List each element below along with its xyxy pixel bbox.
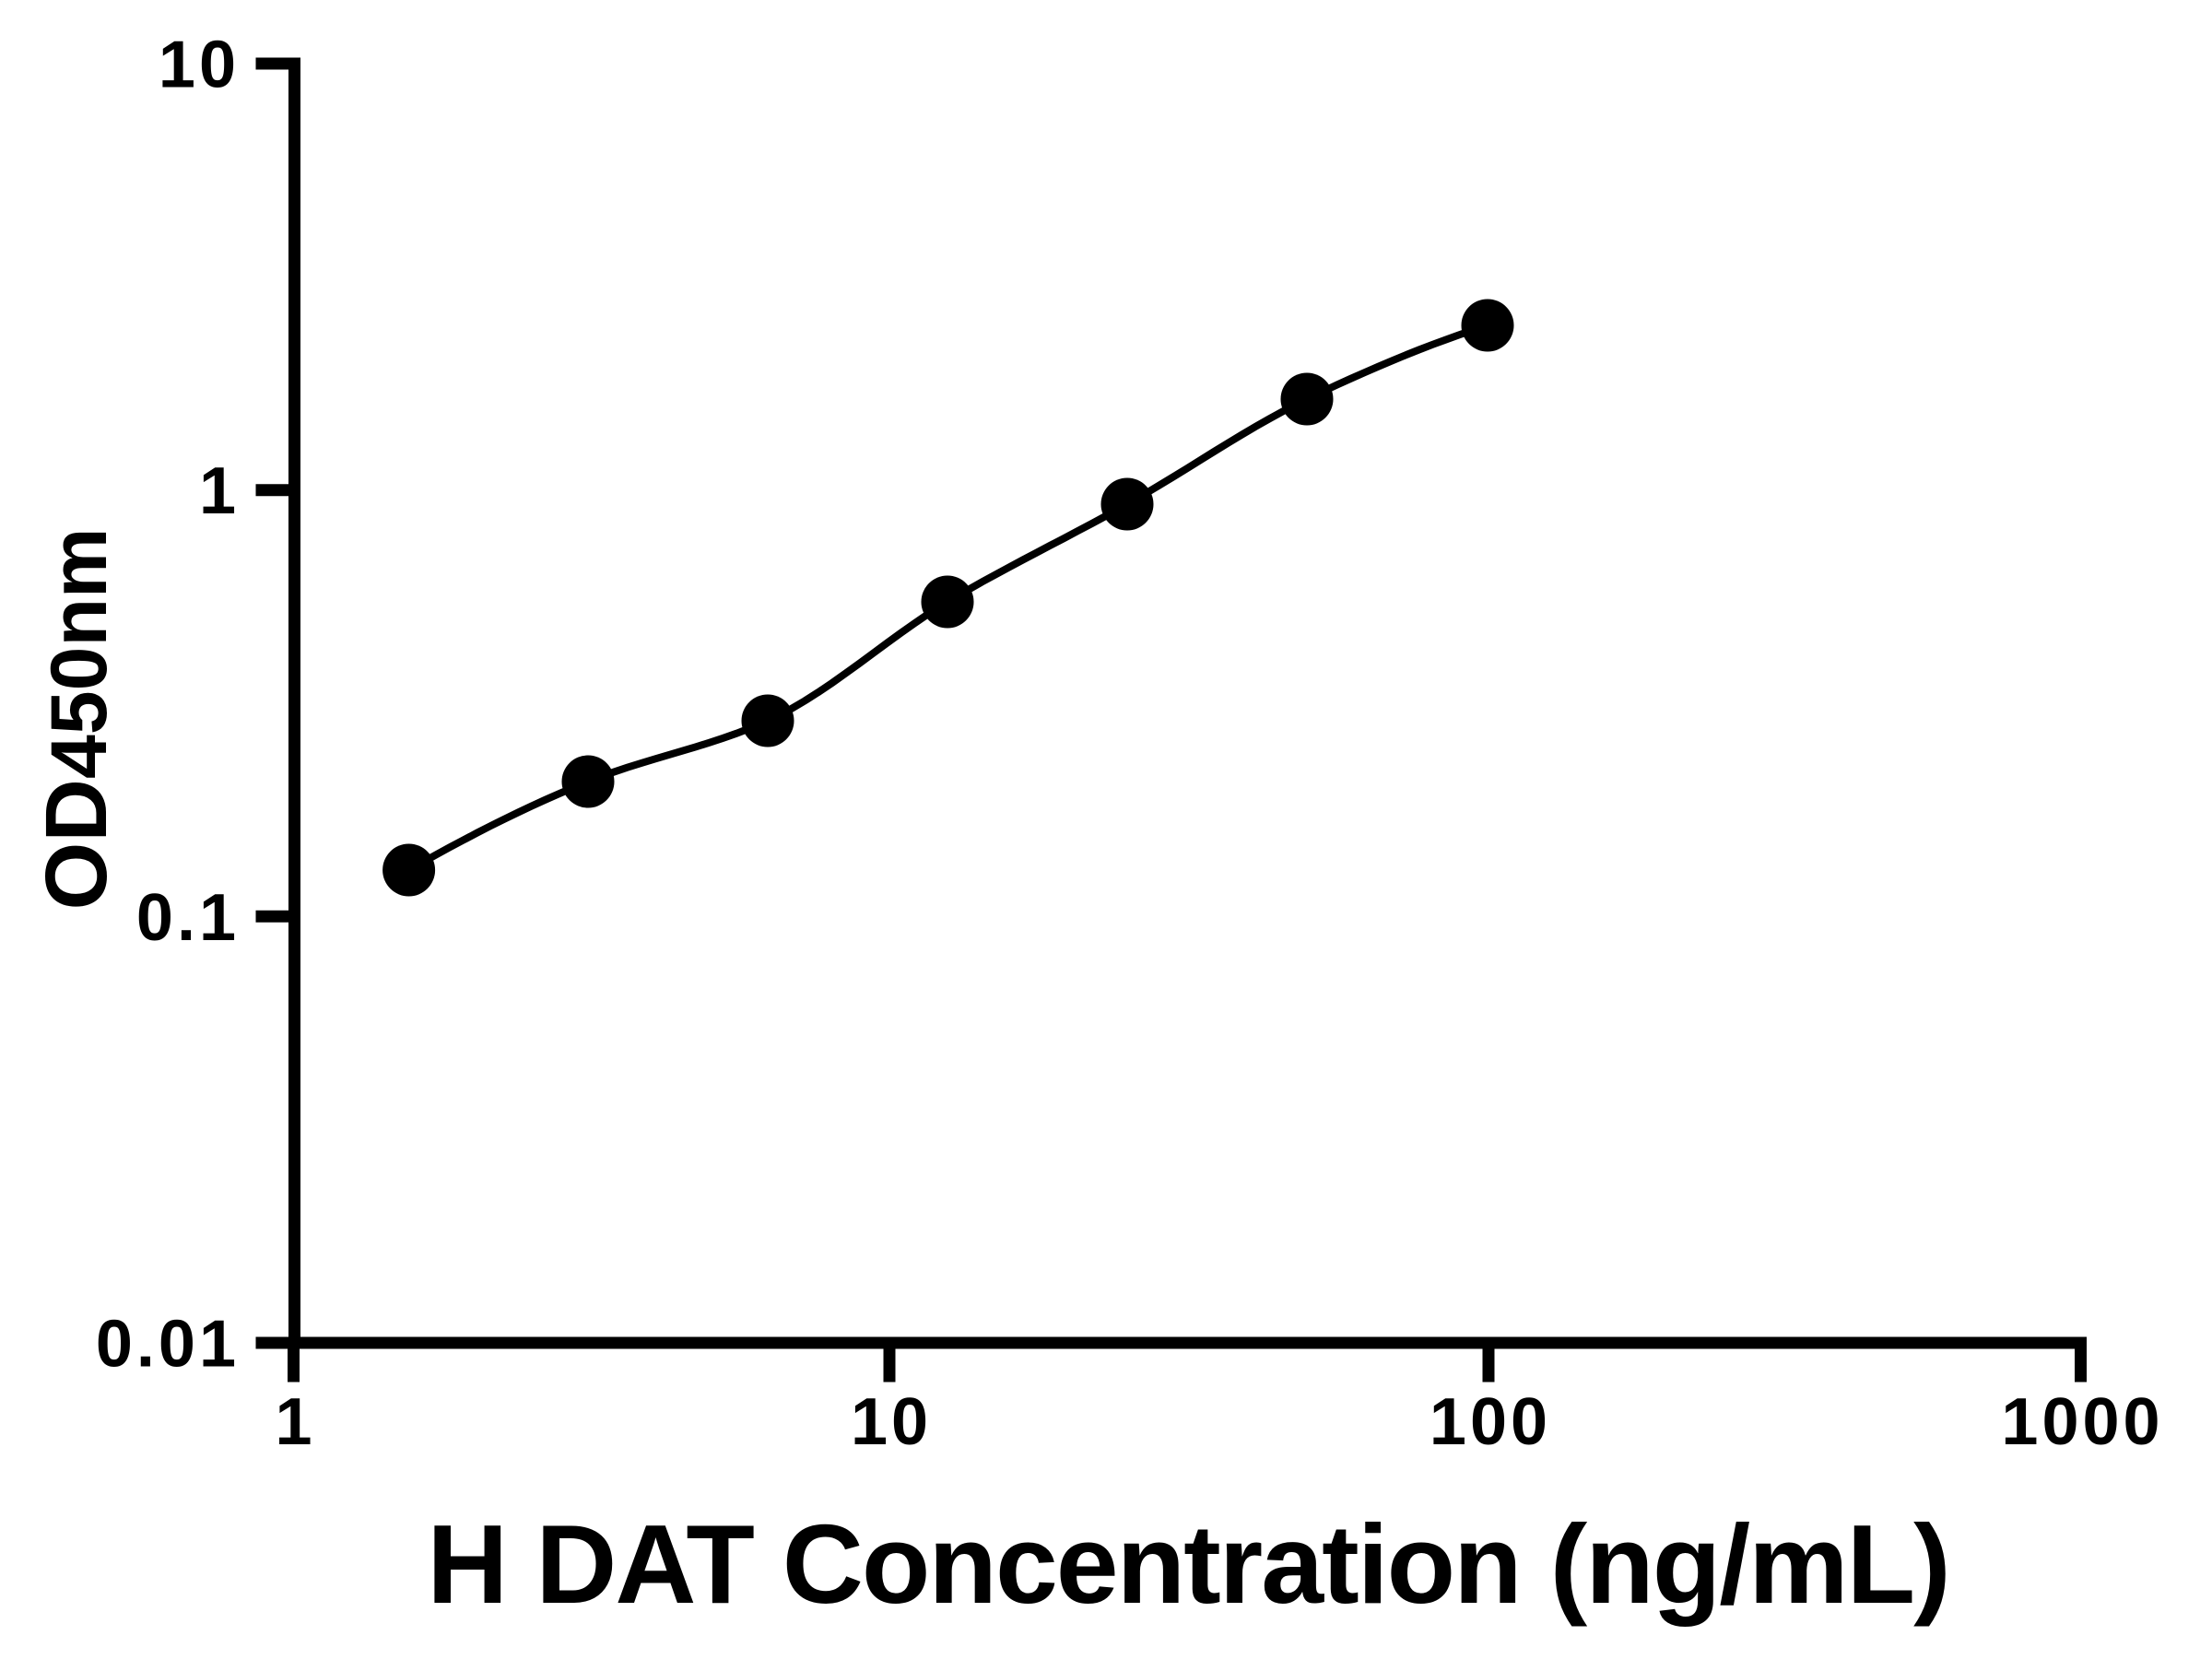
svg-text:0.01: 0.01: [96, 1308, 240, 1382]
svg-text:OD450nm: OD450nm: [28, 528, 125, 911]
svg-text:10: 10: [159, 29, 240, 102]
svg-text:H DAT Concentration (ng/mL): H DAT Concentration (ng/mL): [427, 1501, 1949, 1627]
svg-text:10: 10: [851, 1385, 932, 1459]
svg-text:1000: 1000: [2001, 1385, 2163, 1459]
svg-text:1: 1: [275, 1385, 315, 1459]
svg-text:1: 1: [199, 454, 240, 528]
svg-text:100: 100: [1430, 1385, 1551, 1459]
svg-text:0.1: 0.1: [136, 881, 240, 955]
